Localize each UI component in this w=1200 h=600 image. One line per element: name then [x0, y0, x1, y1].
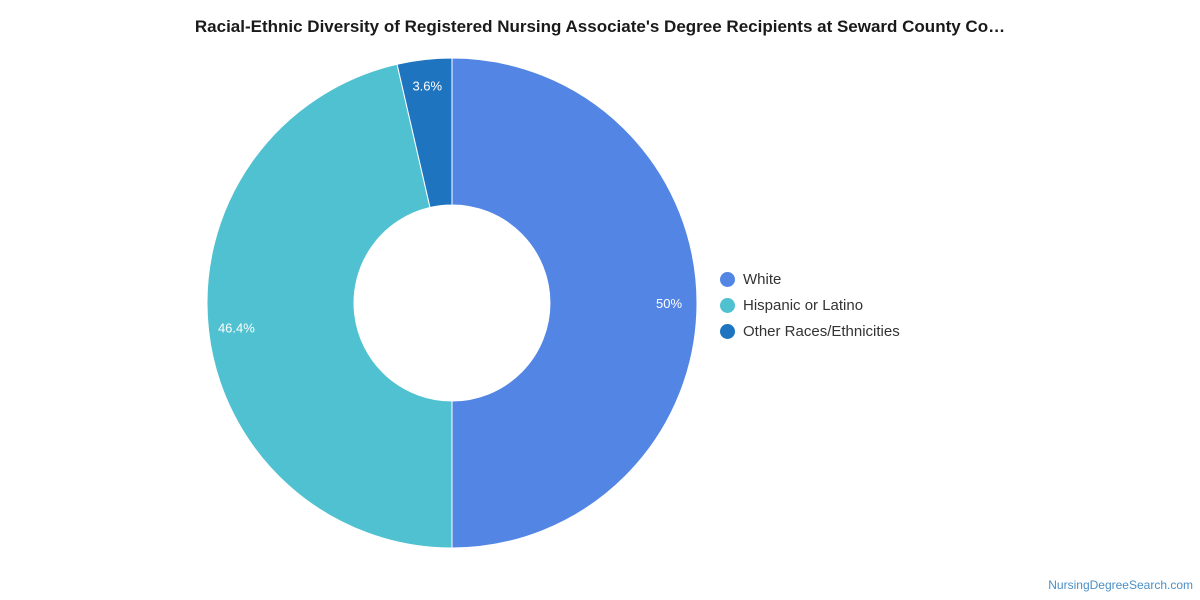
legend-item-other-races[interactable]: Other Races/Ethnicities [720, 318, 900, 344]
chart-legend: White Hispanic or Latino Other Races/Eth… [720, 266, 900, 344]
legend-item-hispanic-or-latino[interactable]: Hispanic or Latino [720, 292, 900, 318]
legend-label-other-races: Other Races/Ethnicities [743, 322, 900, 340]
slice-label-hispanic-or-latino: 46.4% [218, 320, 255, 335]
slice-label-white: 50% [656, 296, 682, 311]
slice-other-races-ethnicities[interactable] [396, 57, 453, 209]
slice-hispanic-or-latino[interactable] [206, 63, 453, 549]
legend-swatch-white [720, 271, 735, 287]
chart-title: Racial-Ethnic Diversity of Registered Nu… [194, 17, 1006, 36]
slice-label-other-races-ethnicities: 3.6% [412, 78, 442, 93]
legend-swatch-hispanic-or-latino [720, 297, 735, 313]
source-link[interactable]: NursingDegreeSearch.com [1048, 578, 1193, 592]
slice-white[interactable] [451, 57, 698, 549]
donut-slices [206, 57, 698, 549]
donut-slice-labels: 50% 46.4% 3.6% [218, 78, 682, 335]
legend-label-white: White [743, 270, 782, 288]
legend-label-hispanic-or-latino: Hispanic or Latino [743, 296, 864, 314]
legend-item-white[interactable]: White [720, 266, 900, 292]
legend-swatch-other-races [720, 323, 735, 339]
